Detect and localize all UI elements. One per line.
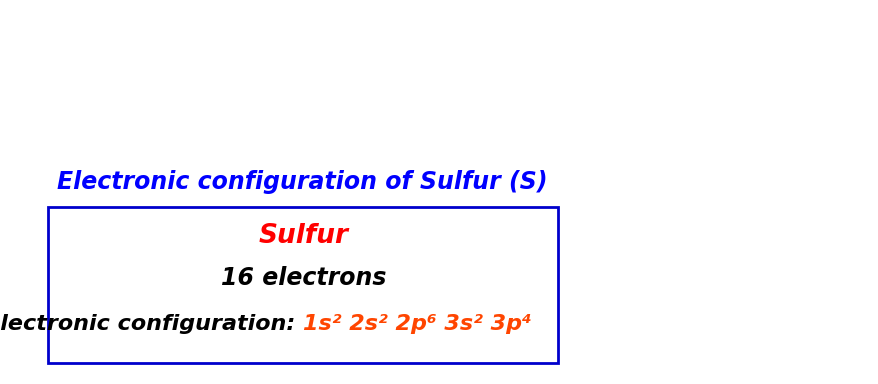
Text: Electronic configuration of Sulfur (S): Electronic configuration of Sulfur (S): [57, 170, 547, 194]
Text: Electronic configuration:: Electronic configuration:: [0, 314, 303, 334]
Bar: [48, 207, 558, 363]
Text: 16 electrons: 16 electrons: [220, 266, 385, 290]
Text: 1s² 2s² 2p⁶ 3s² 3p⁴: 1s² 2s² 2p⁶ 3s² 3p⁴: [303, 314, 531, 334]
Text: Sulfur: Sulfur: [258, 223, 348, 249]
